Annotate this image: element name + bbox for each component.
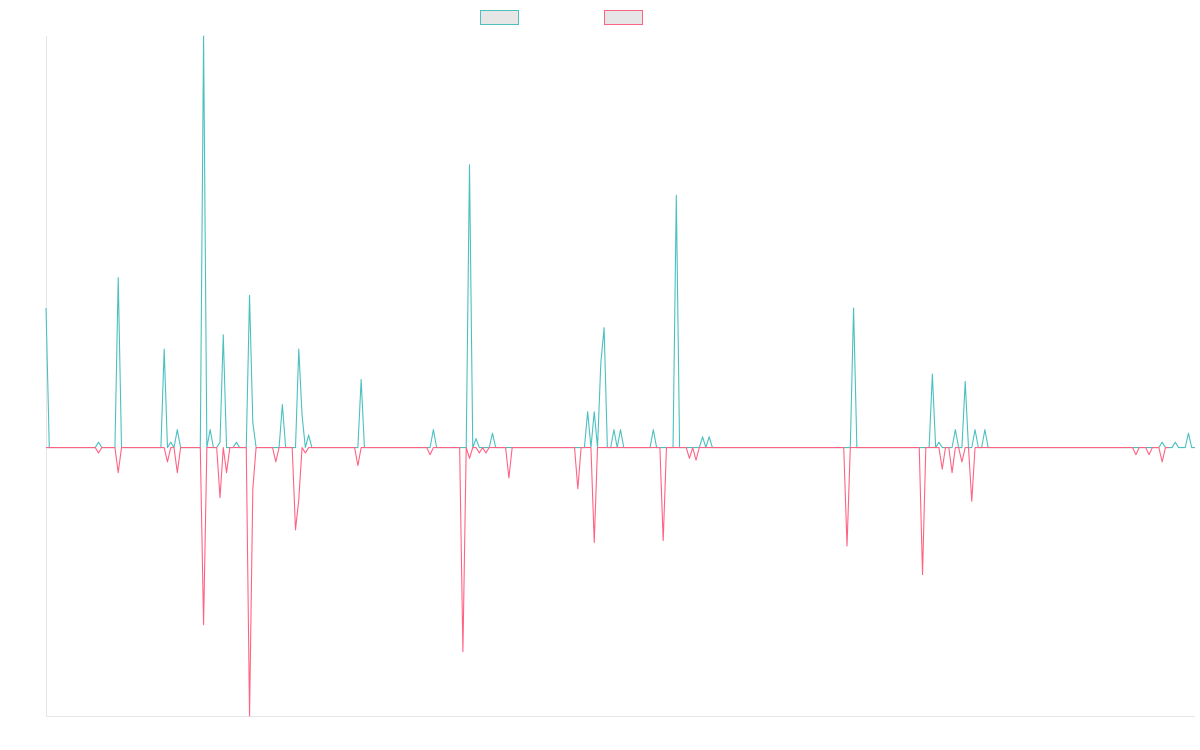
legend-swatch-series-2 xyxy=(604,10,643,25)
legend-item-series-2[interactable] xyxy=(604,9,649,26)
series-1-line xyxy=(45,35,1195,449)
legend-item-series-1[interactable] xyxy=(480,9,525,26)
legend xyxy=(0,9,1200,27)
series-2-line xyxy=(46,447,1169,717)
legend-swatch-series-1 xyxy=(480,10,519,25)
